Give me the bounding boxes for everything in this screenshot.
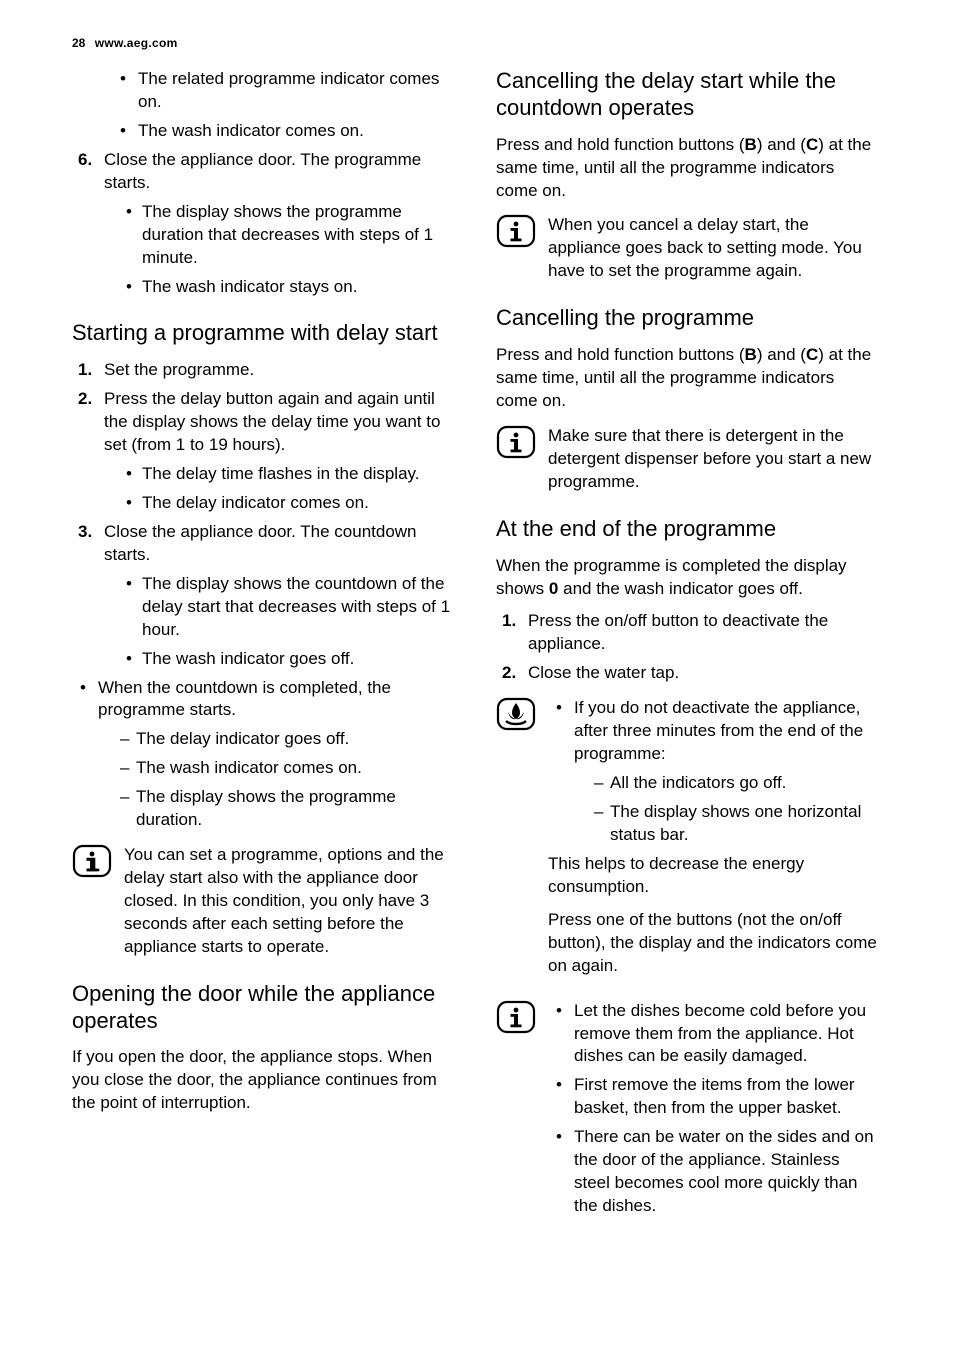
info-icon — [72, 844, 112, 878]
step-number: 1. — [78, 359, 92, 382]
heading-delay-start: Starting a programme with delay start — [72, 320, 456, 347]
step-number: 6. — [78, 149, 92, 172]
paragraph: This helps to decrease the energy consum… — [548, 853, 880, 899]
note-text: Make sure that there is detergent in the… — [548, 425, 880, 494]
step-number: 2. — [78, 388, 92, 411]
page-number: 28 — [72, 36, 85, 50]
step-text: Press the on/off button to deactivate th… — [528, 611, 828, 653]
paragraph: When the programme is completed the disp… — [496, 555, 880, 601]
paragraph: Press one of the buttons (not the on/off… — [548, 909, 880, 978]
list-item: 2. Close the water tap. — [496, 662, 880, 685]
list-item: The delay time flashes in the display. — [118, 463, 456, 486]
list-item: 1. Press the on/off button to deactivate… — [496, 610, 880, 656]
list-item: The display shows the programme duration… — [112, 786, 456, 832]
list-item: 6. Close the appliance door. The program… — [72, 149, 456, 299]
paragraph: Press and hold function buttons (B) and … — [496, 344, 880, 413]
info-icon — [496, 425, 536, 459]
list-text: When the countdown is completed, the pro… — [98, 678, 391, 720]
list-item: The wash indicator comes on. — [112, 120, 456, 143]
step-text: Set the programme. — [104, 360, 254, 379]
list-item: The display shows the programme duration… — [118, 201, 456, 270]
note-text: You can set a programme, options and the… — [124, 844, 456, 959]
info-note: You can set a programme, options and the… — [72, 844, 456, 959]
eco-note: If you do not deactivate the appliance, … — [496, 697, 880, 987]
list-item: When the countdown is completed, the pro… — [72, 677, 456, 833]
list-item: The delay indicator comes on. — [118, 492, 456, 515]
list-item: First remove the items from the lower ba… — [548, 1074, 880, 1120]
heading-cancel-programme: Cancelling the programme — [496, 305, 880, 332]
list-item: The wash indicator stays on. — [118, 276, 456, 299]
list-item: The display shows one horizontal status … — [586, 801, 880, 847]
list-item: If you do not deactivate the appliance, … — [548, 697, 880, 847]
step-text: Close the water tap. — [528, 663, 679, 682]
list-item: There can be water on the sides and on t… — [548, 1126, 880, 1218]
step-number: 3. — [78, 521, 92, 544]
list-item: The delay indicator goes off. — [112, 728, 456, 751]
list-item: All the indicators go off. — [586, 772, 880, 795]
note-text: If you do not deactivate the appliance, … — [548, 697, 880, 987]
paragraph: If you open the door, the appliance stop… — [72, 1046, 456, 1115]
info-note: Let the dishes become cold before you re… — [496, 1000, 880, 1224]
list-item: Let the dishes become cold before you re… — [548, 1000, 880, 1069]
info-icon — [496, 214, 536, 248]
right-column: Cancelling the delay start while the cou… — [496, 68, 880, 1236]
page-header: 28 www.aeg.com — [72, 36, 178, 50]
list-item: The wash indicator goes off. — [118, 648, 456, 671]
heading-cancel-delay: Cancelling the delay start while the cou… — [496, 68, 880, 122]
heading-end-programme: At the end of the programme — [496, 516, 880, 543]
list-item: 1. Set the programme. — [72, 359, 456, 382]
note-text: When you cancel a delay start, the appli… — [548, 214, 880, 283]
eco-icon — [496, 697, 536, 731]
info-note: Make sure that there is detergent in the… — [496, 425, 880, 494]
list-item: The wash indicator comes on. — [112, 757, 456, 780]
info-icon — [496, 1000, 536, 1034]
list-item: 3. Close the appliance door. The countdo… — [72, 521, 456, 671]
info-note: When you cancel a delay start, the appli… — [496, 214, 880, 283]
step-text: Close the appliance door. The countdown … — [104, 522, 417, 564]
step-text: Close the appliance door. The programme … — [104, 150, 421, 192]
left-column: The related programme indicator comes on… — [72, 68, 456, 1236]
note-text: Let the dishes become cold before you re… — [548, 1000, 880, 1224]
step-text: Press the delay button again and again u… — [104, 389, 440, 454]
site-url: www.aeg.com — [95, 36, 178, 50]
list-item: 2. Press the delay button again and agai… — [72, 388, 456, 515]
list-item: The display shows the countdown of the d… — [118, 573, 456, 642]
list-item: The related programme indicator comes on… — [112, 68, 456, 114]
paragraph: Press and hold function buttons (B) and … — [496, 134, 880, 203]
step-number: 2. — [502, 662, 516, 685]
heading-open-door: Opening the door while the appliance ope… — [72, 981, 456, 1035]
step-number: 1. — [502, 610, 516, 633]
